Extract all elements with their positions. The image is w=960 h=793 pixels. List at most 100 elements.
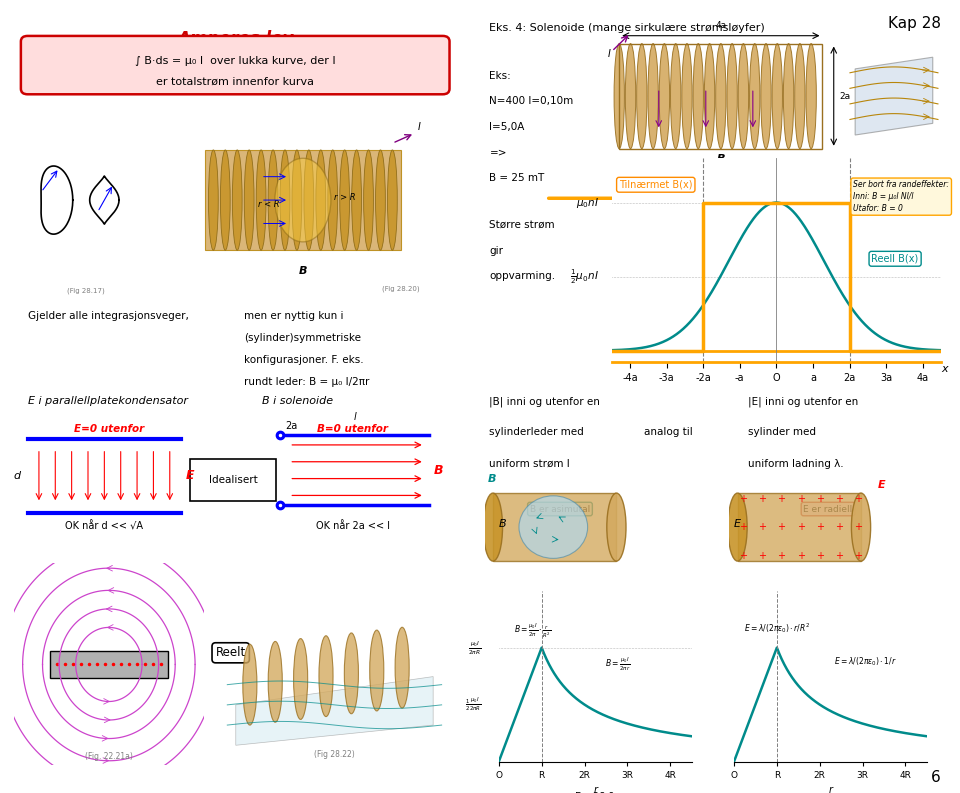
Ellipse shape xyxy=(375,150,385,251)
Bar xyxy=(619,44,823,148)
Text: rundt leder: B = μ₀ I/2πr: rundt leder: B = μ₀ I/2πr xyxy=(244,377,370,387)
Text: +: + xyxy=(778,493,785,504)
Text: B=0 utenfor: B=0 utenfor xyxy=(317,423,388,434)
Text: +: + xyxy=(854,550,862,561)
Text: B: B xyxy=(499,519,507,529)
Text: d: d xyxy=(13,471,21,481)
Text: 2a: 2a xyxy=(839,92,851,101)
Text: sylinderleder med: sylinderleder med xyxy=(490,427,584,438)
Text: Kap 28: Kap 28 xyxy=(888,16,941,31)
Ellipse shape xyxy=(728,493,747,561)
Ellipse shape xyxy=(244,150,254,251)
Text: I=5,0A: I=5,0A xyxy=(490,121,525,132)
Ellipse shape xyxy=(304,150,314,251)
Text: Ser bort fra randeffekter:
Inni: B = μ₀l Nl/l
Utafor: B = 0: Ser bort fra randeffekter: Inni: B = μ₀l… xyxy=(853,180,949,213)
Text: Reell B(x): Reell B(x) xyxy=(872,254,919,264)
Text: $B=\frac{\mu_0 I}{2\pi}\cdot\frac{r}{R^2}$: $B=\frac{\mu_0 I}{2\pi}\cdot\frac{r}{R^2… xyxy=(515,622,551,640)
Text: B er asimutal: B er asimutal xyxy=(530,504,590,514)
Text: B: B xyxy=(716,154,725,164)
Text: 2a: 2a xyxy=(285,421,297,431)
Text: $\frac{1}{2}\frac{\mu_0 I}{2\pi R}$: $\frac{1}{2}\frac{\mu_0 I}{2\pi R}$ xyxy=(465,695,482,714)
Text: +: + xyxy=(739,493,747,504)
Ellipse shape xyxy=(772,44,782,148)
Text: I: I xyxy=(608,48,611,59)
Ellipse shape xyxy=(280,150,290,251)
X-axis label: r: r xyxy=(593,785,597,793)
Text: +: + xyxy=(797,550,804,561)
Text: Eks. 4: Solenoide (mange sirkulære strømsløyfer): Eks. 4: Solenoide (mange sirkulære strøm… xyxy=(490,23,765,33)
Text: +: + xyxy=(835,493,843,504)
Ellipse shape xyxy=(268,150,278,251)
Text: uniform strøm I: uniform strøm I xyxy=(490,458,570,469)
Text: +: + xyxy=(739,522,747,532)
Text: E=0 utenfor: E=0 utenfor xyxy=(74,423,144,434)
Text: +: + xyxy=(758,493,766,504)
Ellipse shape xyxy=(750,44,760,148)
Text: uniform ladning λ.: uniform ladning λ. xyxy=(748,458,844,469)
Ellipse shape xyxy=(316,150,325,251)
Ellipse shape xyxy=(243,644,257,725)
Ellipse shape xyxy=(670,44,681,148)
Bar xyxy=(492,493,616,561)
Ellipse shape xyxy=(292,150,301,251)
Text: $\frac{\mu_0 I}{2\pi R}$: $\frac{\mu_0 I}{2\pi R}$ xyxy=(468,638,482,657)
Text: konfigurasjoner. F. eks.: konfigurasjoner. F. eks. xyxy=(244,355,364,365)
Ellipse shape xyxy=(396,627,409,708)
Text: B: B xyxy=(434,464,444,477)
Text: 4a: 4a xyxy=(715,21,727,30)
Text: |E| inni og utenfor en: |E| inni og utenfor en xyxy=(748,396,858,407)
Text: gir: gir xyxy=(490,246,503,255)
Text: Gjelder alle integrasjonsveger,: Gjelder alle integrasjonsveger, xyxy=(28,312,188,321)
Ellipse shape xyxy=(319,636,333,717)
Ellipse shape xyxy=(648,44,659,148)
Ellipse shape xyxy=(783,44,794,148)
Ellipse shape xyxy=(761,44,771,148)
Text: men er nyttig kun i: men er nyttig kun i xyxy=(244,312,344,321)
Text: x: x xyxy=(942,364,948,374)
Text: analog til: analog til xyxy=(644,427,692,438)
Ellipse shape xyxy=(693,44,704,148)
Text: I: I xyxy=(418,122,420,132)
Text: +: + xyxy=(835,550,843,561)
Ellipse shape xyxy=(364,150,373,251)
Text: $\frac{1}{2}\mu_0 nI$: $\frac{1}{2}\mu_0 nI$ xyxy=(570,267,599,285)
Text: Større strøm: Større strøm xyxy=(490,220,555,230)
Text: |B| inni og utenfor en: |B| inni og utenfor en xyxy=(490,396,600,407)
Text: +: + xyxy=(739,550,747,561)
Text: (Fig 28.22): (Fig 28.22) xyxy=(314,750,355,760)
Ellipse shape xyxy=(705,44,715,148)
Bar xyxy=(205,150,400,251)
Ellipse shape xyxy=(614,44,624,148)
Text: +: + xyxy=(797,493,804,504)
Ellipse shape xyxy=(351,150,362,251)
Ellipse shape xyxy=(715,44,726,148)
Text: +: + xyxy=(835,522,843,532)
Text: 6: 6 xyxy=(931,770,941,785)
Text: +: + xyxy=(758,522,766,532)
Ellipse shape xyxy=(636,44,647,148)
Text: =>: => xyxy=(490,147,507,157)
Text: (Fig 28.17): (Fig 28.17) xyxy=(67,287,106,294)
Text: +: + xyxy=(758,550,766,561)
Ellipse shape xyxy=(268,642,282,722)
Ellipse shape xyxy=(625,44,636,148)
Ellipse shape xyxy=(738,44,749,148)
Text: $E=\lambda/(2\pi\epsilon_0)\cdot r/R^2$: $E=\lambda/(2\pi\epsilon_0)\cdot r/R^2$ xyxy=(744,622,810,635)
Text: E er radiell: E er radiell xyxy=(804,504,852,514)
Text: Reelt: Reelt xyxy=(216,646,246,659)
Text: +: + xyxy=(797,522,804,532)
Ellipse shape xyxy=(806,44,816,148)
Text: OK når 2a << l: OK når 2a << l xyxy=(316,521,390,531)
FancyBboxPatch shape xyxy=(190,458,276,501)
X-axis label: r: r xyxy=(828,785,832,793)
Ellipse shape xyxy=(221,150,230,251)
Ellipse shape xyxy=(795,44,805,148)
Text: r > R: r > R xyxy=(334,193,355,202)
Text: (sylinder)symmetriske: (sylinder)symmetriske xyxy=(244,333,361,343)
Text: OK når d << √A: OK når d << √A xyxy=(65,521,143,531)
Text: +: + xyxy=(778,522,785,532)
Ellipse shape xyxy=(327,150,338,251)
Ellipse shape xyxy=(388,150,397,251)
Text: B: B xyxy=(299,266,307,276)
Text: E: E xyxy=(185,469,194,482)
